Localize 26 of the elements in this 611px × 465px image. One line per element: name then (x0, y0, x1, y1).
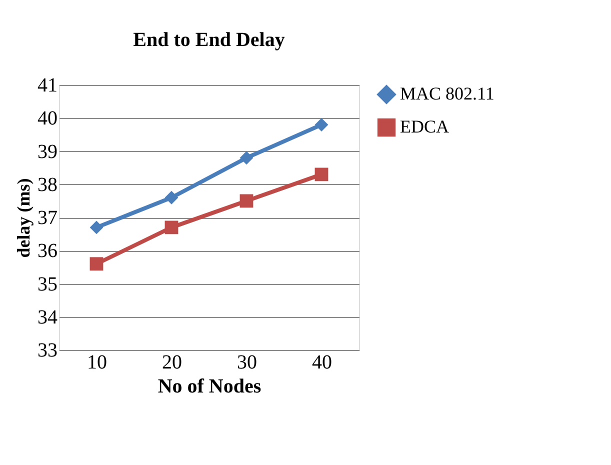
legend-label: MAC 802.11 (400, 84, 494, 104)
point (164, 190, 178, 204)
y-tick-label: 36 (38, 240, 58, 262)
y-tick-label: 37 (38, 207, 58, 229)
point (314, 118, 328, 132)
point (90, 257, 104, 271)
point (90, 220, 104, 234)
x-tick-label: 30 (237, 352, 257, 374)
x-tick-label: 20 (162, 352, 182, 374)
legend-label: EDCA (400, 116, 449, 136)
point (240, 151, 254, 165)
point (240, 194, 254, 208)
point (164, 220, 178, 234)
y-axis-title: delay (ms) (14, 178, 34, 258)
y-tick-label: 34 (38, 306, 58, 328)
y-tick-label: 38 (38, 174, 58, 196)
x-tick-label: 40 (312, 352, 332, 374)
y-tick-label: 41 (38, 74, 58, 96)
y-tick-label: 35 (38, 273, 58, 296)
point (314, 168, 328, 182)
y-tick-label: 39 (38, 140, 58, 163)
x-axis-title: No of Nodes (158, 376, 262, 398)
chart-title: End to End Delay (133, 29, 285, 51)
y-tick-label: 40 (38, 108, 58, 130)
x-tick-label: 10 (87, 352, 107, 374)
y-tick-label: 33 (38, 340, 58, 362)
